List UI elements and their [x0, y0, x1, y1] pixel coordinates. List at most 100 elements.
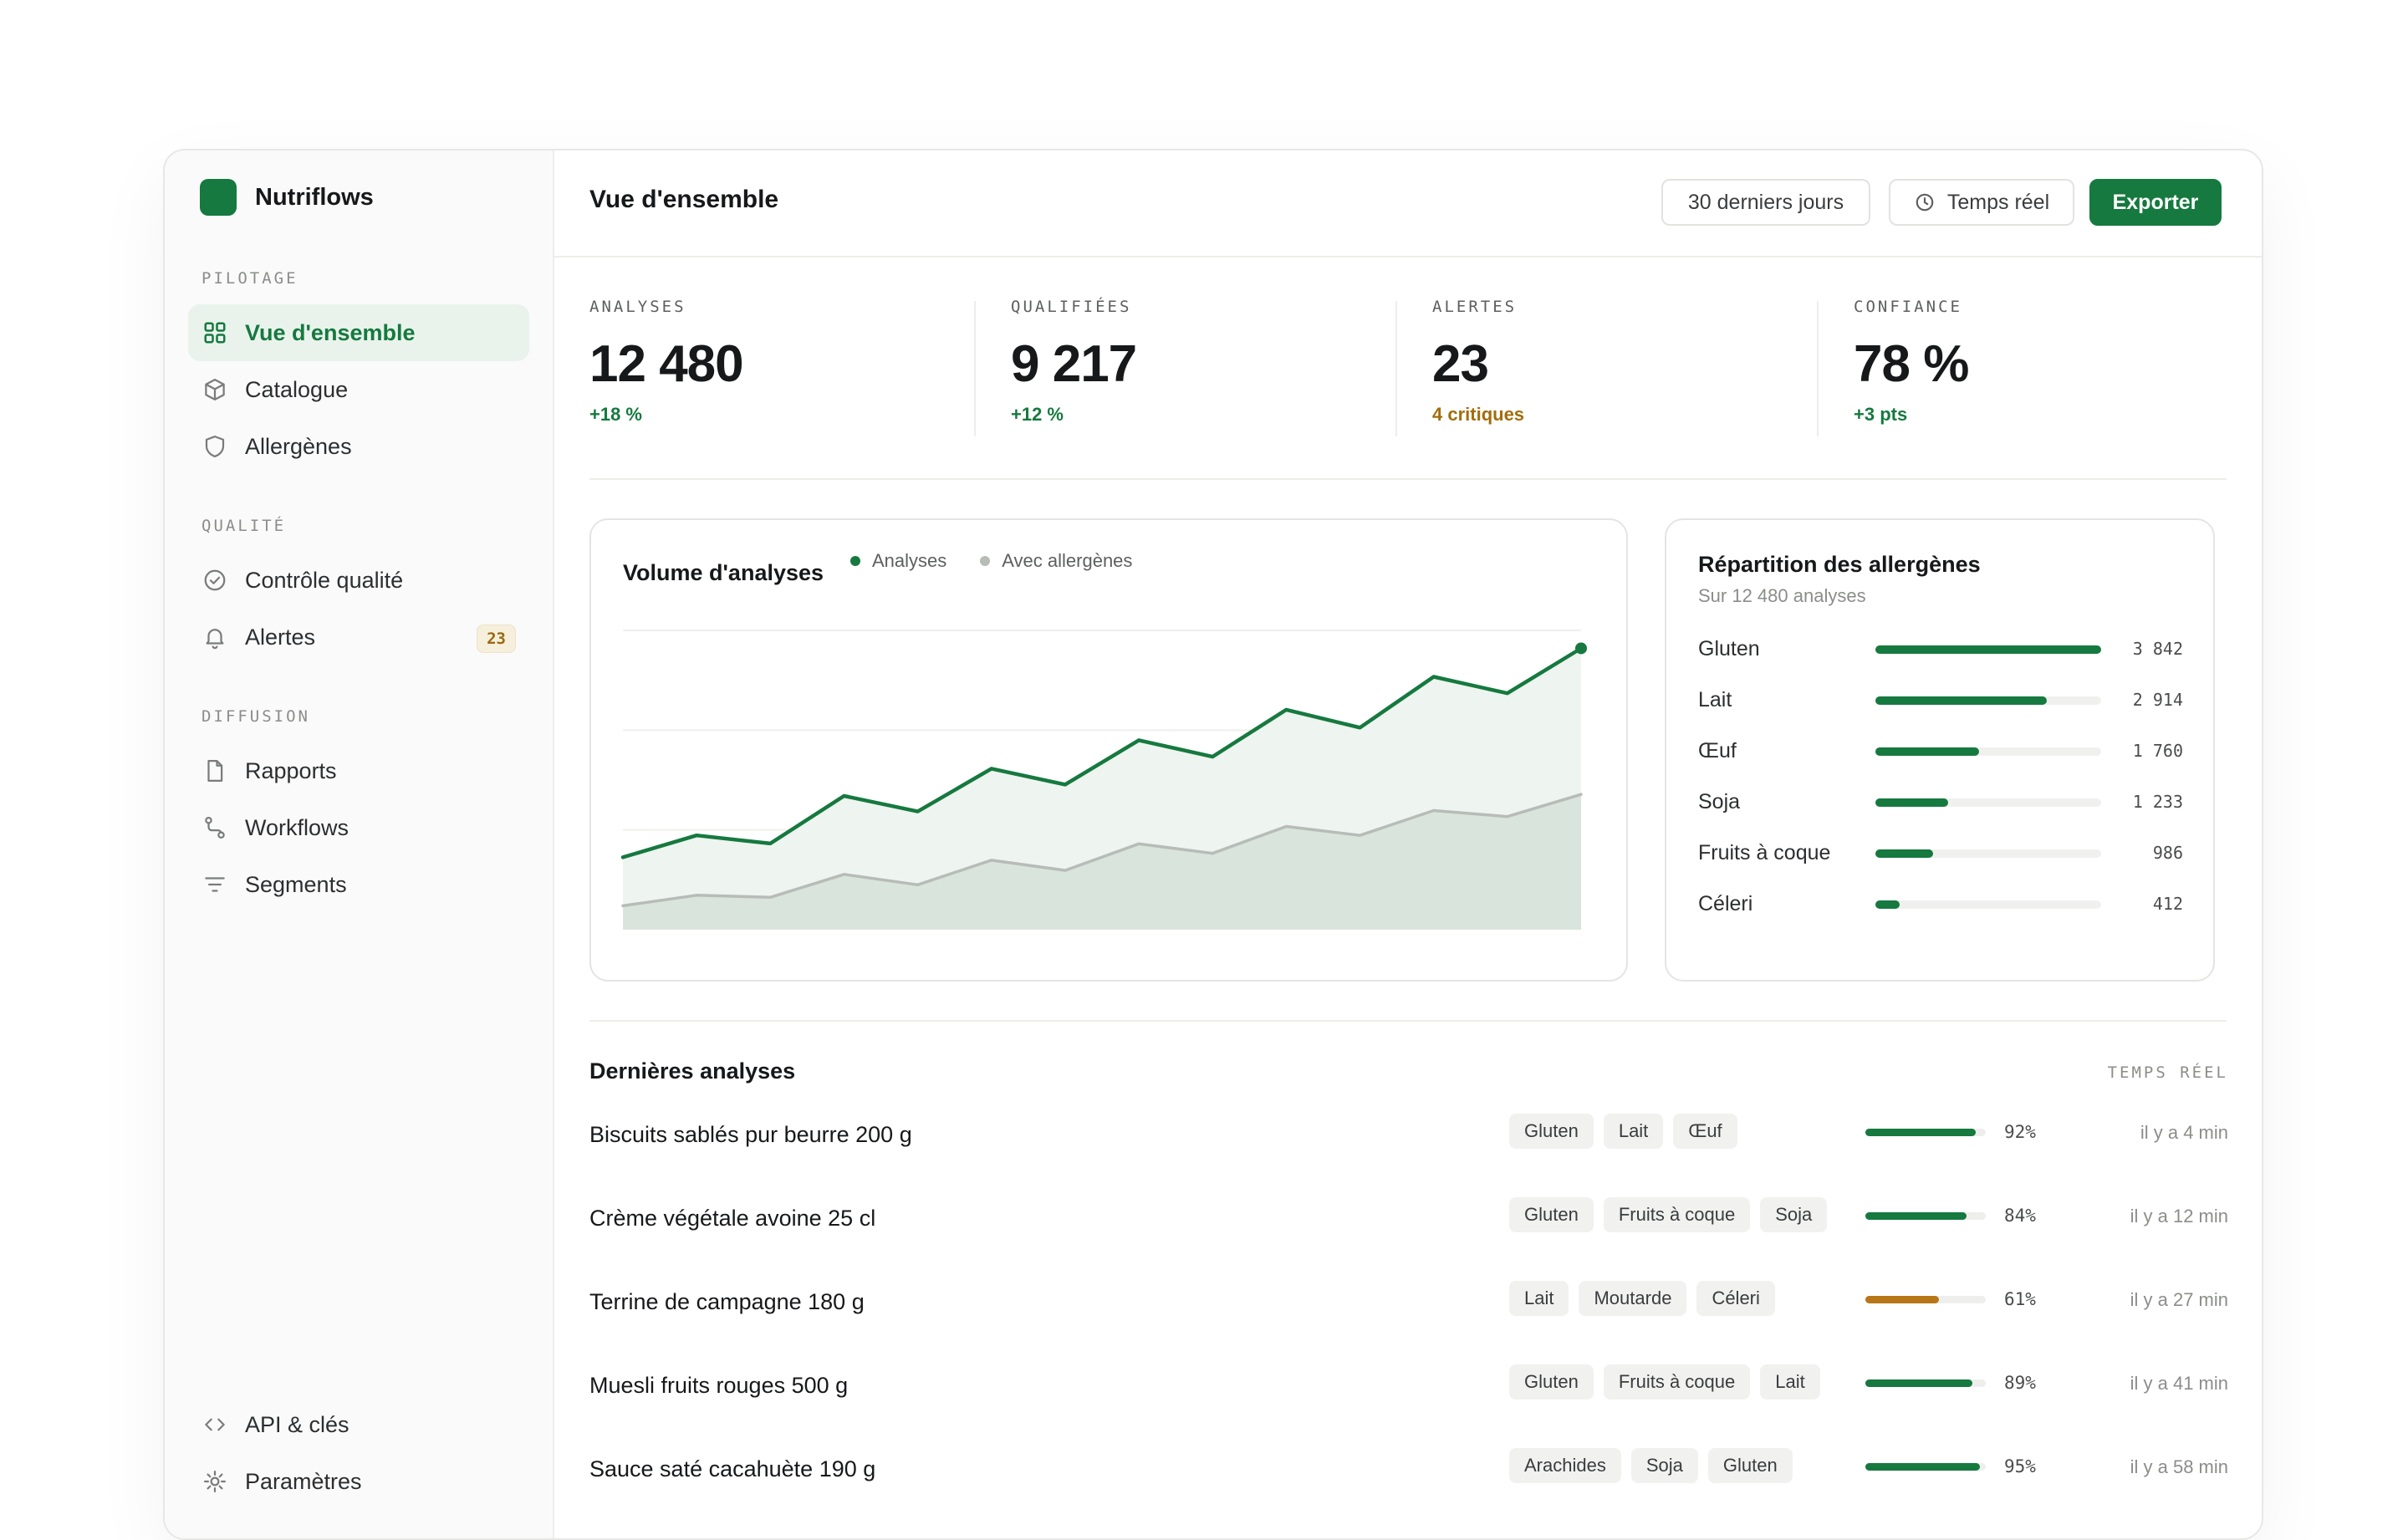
allergen-bar-track	[1875, 900, 2101, 909]
sidebar-item-allergens[interactable]: Allergènes	[188, 418, 529, 475]
allergen-bar-fill	[1875, 645, 2101, 654]
sidebar-item-label: Contrôle qualité	[245, 567, 404, 593]
brand-logo	[200, 179, 237, 216]
workflow-icon	[200, 813, 230, 843]
sidebar-item-label: Allergènes	[245, 433, 352, 459]
clock-icon	[1914, 191, 1947, 213]
confidence-bar-track	[1865, 1463, 1986, 1471]
table-row[interactable]: Biscuits sablés pur beurre 200 g Gluten La…	[589, 1110, 2228, 1160]
confidence-bar-track	[1865, 1129, 1986, 1136]
sidebar-item-label: Segments	[245, 871, 347, 897]
allergen-bar-fill	[1875, 849, 1934, 858]
brand-name: Nutriflows	[255, 183, 374, 211]
kpi-divider	[974, 301, 976, 436]
kpi-qualified: QUALIFIÉES 9 217 +12 %	[1011, 298, 1412, 453]
allergen-bar-track	[1875, 696, 2101, 705]
confidence-percent: 84%	[2004, 1206, 2036, 1226]
kpi-analyses: ANALYSES 12 480 +18 %	[589, 298, 991, 453]
shield-icon	[200, 431, 230, 461]
confidence-bar-fill	[1865, 1379, 1973, 1387]
allergen-tag: Gluten	[1509, 1197, 1594, 1232]
allergen-name: Soja	[1698, 790, 1741, 813]
allergen-tag: Soja	[1760, 1197, 1828, 1232]
period-selector-button[interactable]: 30 derniers jours	[1661, 179, 1870, 226]
analysis-time: il y a 41 min	[2130, 1373, 2228, 1394]
sidebar-item-overview[interactable]: Vue d'ensemble	[188, 304, 529, 361]
sidebar-item-label: Workflows	[245, 814, 349, 840]
confidence-bar-fill	[1865, 1463, 1980, 1471]
export-button[interactable]: Exporter	[2089, 179, 2222, 226]
sidebar-item-workflows[interactable]: Workflows	[188, 799, 529, 856]
divider	[589, 1020, 2227, 1022]
allergen-bar-fill	[1875, 696, 2047, 705]
allergen-row: Fruits à coque 986	[1698, 836, 2183, 869]
allergen-tags: Lait Moutarde Céleri	[1509, 1281, 1785, 1316]
allergen-tag: Céleri	[1696, 1281, 1775, 1316]
section-label-diffusion: DIFFUSION	[202, 707, 310, 726]
table-row[interactable]: Sauce saté cacahuète 190 g Arachides Soja G…	[589, 1445, 2228, 1495]
main-content: Vue d'ensemble 30 derniers jours Temps r…	[553, 150, 2262, 1538]
allergen-bar-fill	[1875, 900, 1900, 909]
bell-icon	[200, 622, 230, 652]
sidebar-item-segments[interactable]: Segments	[188, 856, 529, 913]
table-row[interactable]: Terrine de campagne 180 g Lait Moutarde Cél…	[589, 1277, 2228, 1328]
confidence-percent: 95%	[2004, 1456, 2036, 1476]
allergen-tags: Gluten Fruits à coque Soja	[1509, 1197, 1837, 1232]
kpi-divider	[1817, 301, 1819, 436]
header: Vue d'ensemble 30 derniers jours Temps r…	[553, 150, 2262, 258]
kpi-label: ALERTES	[1432, 298, 1518, 316]
allergen-bar-track	[1875, 849, 2101, 858]
kpi-label: CONFIANCE	[1854, 298, 1962, 316]
sidebar-item-quality-control[interactable]: Contrôle qualité	[188, 552, 529, 609]
confidence-bar-fill	[1865, 1212, 1967, 1220]
allergen-name: Œuf	[1698, 739, 1737, 762]
allergen-tag: Œuf	[1673, 1114, 1737, 1149]
confidence-percent: 92%	[2004, 1122, 2036, 1142]
table-row[interactable]: Muesli fruits rouges 500 g Gluten Fruits à…	[589, 1361, 2228, 1411]
allergen-tag: Moutarde	[1579, 1281, 1687, 1316]
allergens-card: Répartition des allergènes Sur 12 480 an…	[1665, 518, 2215, 982]
sidebar-item-label: Catalogue	[245, 376, 349, 402]
realtime-button[interactable]: Temps réel	[1889, 179, 2074, 226]
file-icon	[200, 756, 230, 786]
confidence-bar-track	[1865, 1212, 1986, 1220]
analysis-time: il y a 12 min	[2130, 1206, 2228, 1226]
allergen-tag: Fruits à coque	[1603, 1364, 1751, 1400]
kpi-divider	[1395, 301, 1397, 436]
brand[interactable]: Nutriflows	[200, 179, 374, 216]
confidence-bar-fill	[1865, 1129, 1977, 1136]
latest-data-point	[1575, 642, 1587, 655]
divider	[589, 478, 2227, 480]
sidebar-item-api-keys[interactable]: API & clés	[188, 1396, 529, 1453]
analysis-time: il y a 27 min	[2130, 1289, 2228, 1310]
allergen-tag: Arachides	[1509, 1448, 1621, 1483]
product-name: Terrine de campagne 180 g	[589, 1289, 865, 1314]
allergens-title: Répartition des allergènes	[1698, 552, 1981, 577]
allergen-bar-track	[1875, 645, 2101, 654]
app-window: Nutriflows PILOTAGE Vue d'ensemble Catal…	[163, 149, 2263, 1540]
alerts-count-badge: 23	[477, 625, 516, 653]
kpi-delta: +3 pts	[1854, 404, 1908, 425]
sidebar-item-label: Vue d'ensemble	[245, 319, 416, 345]
check-circle-icon	[200, 565, 230, 595]
sidebar-item-reports[interactable]: Rapports	[188, 742, 529, 799]
allergens-subtitle: Sur 12 480 analyses	[1698, 585, 1866, 606]
allergen-tag: Gluten	[1707, 1448, 1793, 1483]
confidence-bar-fill	[1865, 1296, 1939, 1303]
series-area-avec-allerg-nes	[623, 794, 1581, 930]
export-label: Exporter	[2112, 190, 2199, 214]
kpi-delta: +18 %	[589, 404, 642, 425]
volume-area-chart	[620, 630, 1587, 930]
sidebar-item-alerts[interactable]: Alertes 23	[188, 609, 529, 665]
sidebar-item-label: Alertes	[245, 624, 316, 650]
allergen-count: 986	[2152, 843, 2183, 863]
kpi-alerts: ALERTES 23 4 critiques	[1432, 298, 1834, 453]
allergen-tag: Soja	[1630, 1448, 1698, 1483]
table-row[interactable]: Crème végétale avoine 25 cl Gluten Fruits …	[589, 1194, 2228, 1244]
kpi-delta: 4 critiques	[1432, 404, 1525, 425]
allergen-name: Fruits à coque	[1698, 841, 1831, 864]
sidebar-item-settings[interactable]: Paramètres	[188, 1453, 529, 1510]
sidebar-item-catalogue[interactable]: Catalogue	[188, 361, 529, 418]
allergen-name: Céleri	[1698, 892, 1753, 915]
legend-label: Analyses	[872, 550, 947, 571]
